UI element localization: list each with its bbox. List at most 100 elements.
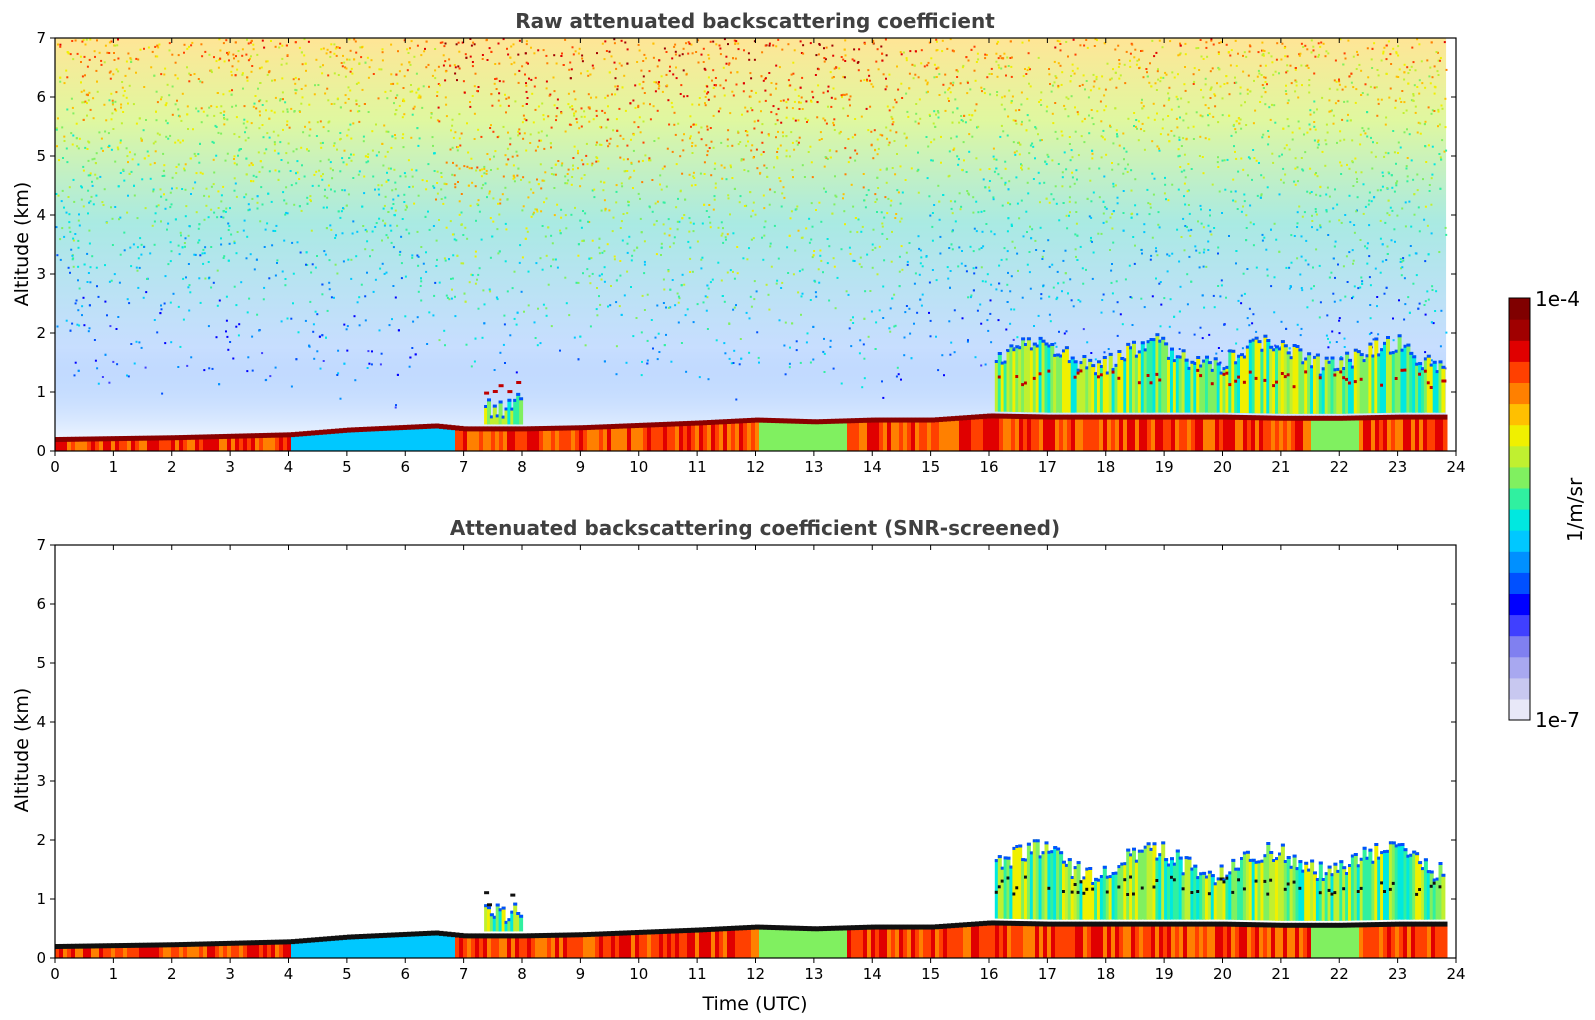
x-tick-label: 16: [979, 458, 998, 476]
colorbar-step: [1509, 572, 1530, 594]
y-tick-label: 5: [36, 147, 46, 165]
colorbar-step: [1509, 509, 1530, 531]
y-tick-label: 0: [36, 442, 46, 460]
cloud-layer: [484, 381, 524, 425]
x-tick-label: 1: [109, 458, 119, 476]
y-tick-label: 3: [36, 265, 46, 283]
x-tick-label: 3: [225, 458, 235, 476]
colorbar-step: [1509, 319, 1530, 341]
y-tick-label: 2: [36, 324, 46, 342]
x-tick-label: 22: [1330, 458, 1349, 476]
plot-area-screened: [55, 545, 1456, 958]
x-axis-ticks: 0 1 2 3 4 5 6 7 8 9 10 11 12 13 14 15 16 17 18 19 20 21 22 23 24: [50, 38, 1466, 476]
x-tick-label: 19: [1155, 458, 1174, 476]
y-tick-label: 7: [36, 536, 46, 554]
x-tick-label: 7: [459, 458, 469, 476]
x-tick-label: 2: [167, 458, 177, 476]
y-tick-label: 1: [36, 890, 46, 908]
x-tick-label: 9: [576, 965, 586, 983]
y-tick-label: 7: [36, 29, 46, 47]
colorbar-step: [1509, 656, 1530, 679]
panel-raw: Raw attenuated backscattering coefficien…: [11, 9, 1466, 476]
x-tick-label: 16: [979, 965, 998, 983]
colorbar-step: [1509, 466, 1530, 489]
cloud-layer: [994, 333, 1447, 414]
x-tick-label: 17: [1038, 458, 1057, 476]
y-tick-label: 1: [36, 383, 46, 401]
x-tick-label: 24: [1446, 458, 1465, 476]
colorbar-step: [1509, 635, 1530, 658]
x-tick-label: 23: [1388, 965, 1407, 983]
panel-screened: Attenuated backscattering coefficient (S…: [11, 516, 1466, 1015]
chart-title: Attenuated backscattering coefficient (S…: [450, 516, 1060, 540]
y-axis-label: Altitude (km): [11, 182, 33, 307]
colorbar-step: [1509, 361, 1530, 383]
y-tick-label: 4: [36, 206, 46, 224]
colorbar-step: [1509, 593, 1530, 616]
x-tick-label: 13: [804, 965, 823, 983]
colorbar-frame: [1508, 297, 1531, 721]
colorbar-step: [1509, 403, 1530, 426]
x-tick-label: 1: [109, 965, 119, 983]
colorbar-step: [1509, 445, 1530, 468]
colorbar-step: [1509, 487, 1530, 510]
y-tick-label: 2: [36, 831, 46, 849]
colorbar-step: [1509, 382, 1530, 405]
x-tick-label: 12: [746, 458, 765, 476]
x-axis-label: Time (UTC): [701, 993, 807, 1015]
x-tick-label: 23: [1388, 458, 1407, 476]
colorbar-bar: [1509, 298, 1530, 721]
x-tick-label: 0: [50, 458, 60, 476]
x-tick-label: 6: [400, 458, 410, 476]
colorbar-step: [1509, 424, 1530, 447]
x-tick-label: 11: [688, 965, 707, 983]
x-tick-label: 14: [863, 458, 882, 476]
colorbar-max-label: 1e-4: [1535, 287, 1580, 311]
colorbar-unit-label: 1/m/sr: [1563, 477, 1587, 542]
y-tick-label: 6: [36, 88, 46, 106]
x-tick-label: 17: [1038, 965, 1057, 983]
y-tick-label: 3: [36, 772, 46, 790]
x-tick-label: 14: [863, 965, 882, 983]
x-tick-label: 21: [1271, 458, 1290, 476]
y-tick-label: 0: [36, 949, 46, 967]
chart-title: Raw attenuated backscattering coefficien…: [515, 9, 995, 33]
x-tick-label: 8: [517, 965, 527, 983]
boundary-layer: [55, 413, 1448, 451]
x-tick-label: 12: [746, 965, 765, 983]
y-axis-label: Altitude (km): [11, 688, 33, 813]
y-axis-ticks: 0 1 2 3 4 5 6 7: [36, 29, 1456, 460]
colorbar-step: [1509, 551, 1530, 573]
x-tick-label: 8: [517, 458, 527, 476]
noise-speckle: [55, 38, 1448, 409]
x-tick-label: 4: [284, 965, 294, 983]
x-tick-label: 13: [804, 458, 823, 476]
colorbar-step: [1509, 298, 1530, 320]
y-tick-label: 6: [36, 595, 46, 613]
x-tick-label: 20: [1213, 965, 1232, 983]
colorbar-step: [1509, 698, 1530, 721]
x-tick-label: 15: [921, 965, 940, 983]
x-tick-label: 2: [167, 965, 177, 983]
x-tick-label: 24: [1446, 965, 1465, 983]
y-axis-ticks: 0 1 2 3 4 5 6 7: [36, 536, 1456, 967]
x-tick-label: 6: [400, 965, 410, 983]
x-tick-label: 5: [342, 965, 352, 983]
y-tick-label: 4: [36, 713, 46, 731]
boundary-layer: [55, 920, 1448, 958]
x-tick-label: 5: [342, 458, 352, 476]
x-tick-label: 3: [225, 965, 235, 983]
x-tick-label: 15: [921, 458, 940, 476]
x-tick-label: 4: [284, 458, 294, 476]
x-tick-label: 18: [1096, 458, 1115, 476]
colorbar-step: [1509, 677, 1530, 700]
plot-area-raw: [55, 38, 1456, 451]
x-tick-label: 10: [629, 965, 648, 983]
x-tick-label: 21: [1271, 965, 1290, 983]
colorbar-step: [1509, 530, 1530, 552]
x-tick-label: 22: [1330, 965, 1349, 983]
x-tick-label: 0: [50, 965, 60, 983]
x-tick-label: 18: [1096, 965, 1115, 983]
x-tick-label: 11: [688, 458, 707, 476]
